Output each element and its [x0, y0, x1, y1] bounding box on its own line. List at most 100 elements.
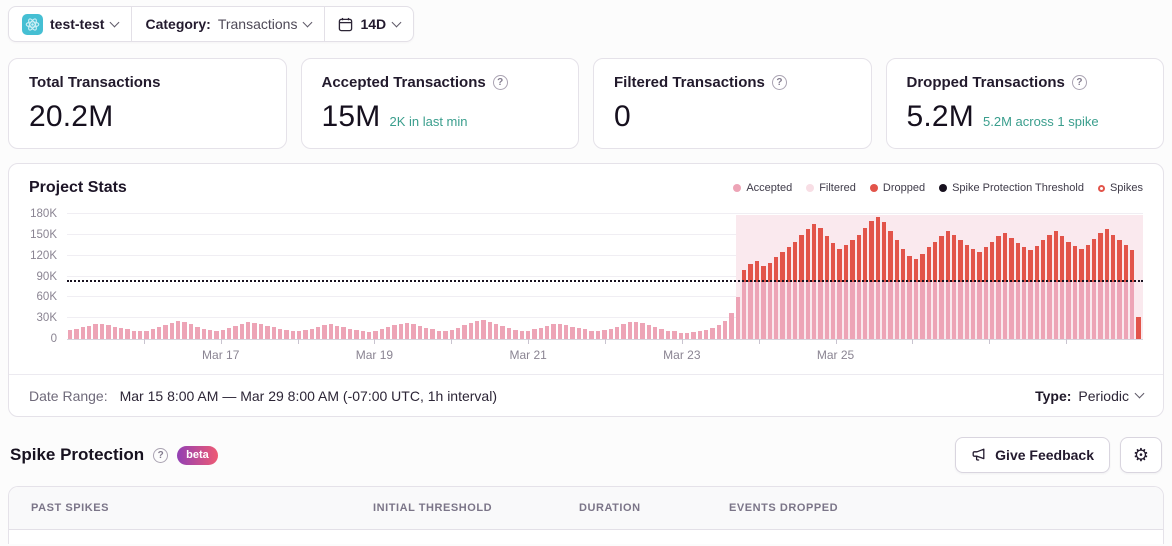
accepted-segment [226, 327, 232, 339]
dropped-segment [1015, 243, 1020, 283]
gridline [67, 254, 1143, 256]
accepted-bar [87, 325, 92, 339]
legend-label: Spikes [1109, 182, 1143, 194]
dropped-segment [1085, 244, 1090, 283]
accepted-bar [379, 329, 384, 339]
divider [324, 7, 326, 41]
x-axis-tick [528, 339, 530, 344]
accepted-bar [316, 326, 321, 339]
accepted-bar [398, 323, 404, 339]
accepted-bar [691, 332, 696, 339]
accepted-segment [627, 322, 632, 339]
type-selector[interactable]: Type: Periodic [1035, 388, 1145, 404]
dropped-segment [742, 269, 747, 283]
accepted-segment [633, 321, 639, 339]
date-period-selector[interactable]: 14D [325, 7, 413, 41]
help-icon[interactable]: ? [492, 75, 508, 90]
accepted-segment [1060, 282, 1065, 339]
accepted-bar [131, 330, 136, 339]
card-value: 20.2M [29, 100, 114, 133]
accepted-segment [99, 323, 105, 339]
spike-bar [951, 234, 957, 339]
accepted-segment [856, 282, 861, 339]
accepted-bar [214, 330, 219, 339]
accepted-segment [901, 282, 906, 339]
help-icon[interactable]: ? [153, 447, 169, 463]
accepted-segment [163, 325, 168, 339]
legend-dot-icon [806, 184, 815, 192]
spike-bar [907, 255, 912, 339]
spike-bar [1047, 234, 1052, 339]
dropped-segment [761, 266, 766, 283]
accepted-bar [411, 324, 416, 339]
accepted-segment [583, 329, 588, 339]
x-axis-tick [835, 339, 837, 344]
accepted-segment [964, 282, 970, 339]
accepted-segment [144, 330, 149, 339]
dropped-segment [1009, 237, 1014, 283]
dropped-segment [1040, 240, 1046, 283]
chart-footer: Date Range: Mar 15 8:00 AM — Mar 29 8:00… [9, 374, 1163, 416]
accepted-segment [977, 282, 982, 339]
dropped-segment [913, 259, 919, 283]
help-icon[interactable]: ? [771, 75, 787, 90]
x-axis-tick [989, 339, 991, 344]
accepted-segment [1104, 282, 1109, 339]
accepted-bar [570, 326, 575, 339]
section-title: Spike Protection [10, 445, 145, 464]
accepted-segment [1034, 282, 1039, 339]
plot-area[interactable]: 0 30K 60K 90K 120K 150K 180K Mar 17 Mar 19 Mar 21… [30, 208, 1143, 362]
accepted-segment [462, 325, 467, 339]
card-value: 5.2M [906, 100, 974, 133]
card-title: Dropped Transactions [906, 74, 1065, 91]
dropped-segment [907, 255, 912, 283]
card-subtext: 2K in last min [389, 114, 468, 129]
accepted-segment [551, 324, 556, 339]
project-selector[interactable]: test-test [9, 7, 131, 41]
dropped-segment [805, 229, 811, 283]
spike-bar [945, 231, 950, 339]
accepted-bar [532, 329, 537, 339]
category-label: Category: [145, 16, 211, 32]
accepted-bar [506, 327, 512, 339]
accepted-segment [869, 282, 874, 339]
dropped-segment [824, 236, 830, 283]
accepted-segment [335, 325, 340, 339]
accepted-segment [939, 282, 944, 339]
y-axis-label: 90K [36, 270, 57, 283]
category-selector[interactable]: Category: Transactions [132, 7, 324, 41]
accepted-segment [831, 282, 836, 339]
legend-item-filtered: Filtered [806, 182, 856, 194]
accepted-segment [926, 282, 931, 339]
accepted-segment [157, 327, 162, 339]
spike-bar [831, 243, 836, 339]
help-icon[interactable]: ? [1071, 75, 1087, 90]
accepted-segment [118, 327, 124, 339]
dropped-segment [1123, 245, 1129, 283]
legend-item-accepted: Accepted [733, 182, 792, 194]
settings-button[interactable]: ⚙ [1120, 437, 1162, 473]
dropped-transactions-card: Dropped Transactions ? 5.2M 5.2M across … [885, 58, 1164, 149]
spike-bar [1085, 244, 1090, 339]
accepted-segment [742, 282, 747, 339]
accepted-bar [195, 326, 200, 339]
accepted-segment [945, 282, 950, 339]
card-title: Total Transactions [29, 74, 161, 91]
spike-bar [1079, 248, 1084, 339]
legend-item-spikes: Spikes [1097, 182, 1143, 194]
give-feedback-button[interactable]: Give Feedback [955, 437, 1110, 473]
accepted-bar [500, 325, 505, 339]
spike-bar [869, 220, 874, 339]
accepted-bar [201, 328, 206, 339]
chart-title: Project Stats [29, 179, 127, 196]
spike-bar [977, 252, 982, 339]
accepted-bar [220, 329, 225, 339]
accepted-segment [1079, 282, 1084, 339]
accepted-bar [112, 326, 117, 339]
accepted-segment [322, 325, 327, 339]
dropped-segment [996, 236, 1001, 283]
accepted-segment [818, 282, 823, 339]
spike-bar [799, 234, 804, 339]
legend-label: Spike Protection Threshold [952, 182, 1084, 194]
accepted-bar [684, 332, 690, 339]
